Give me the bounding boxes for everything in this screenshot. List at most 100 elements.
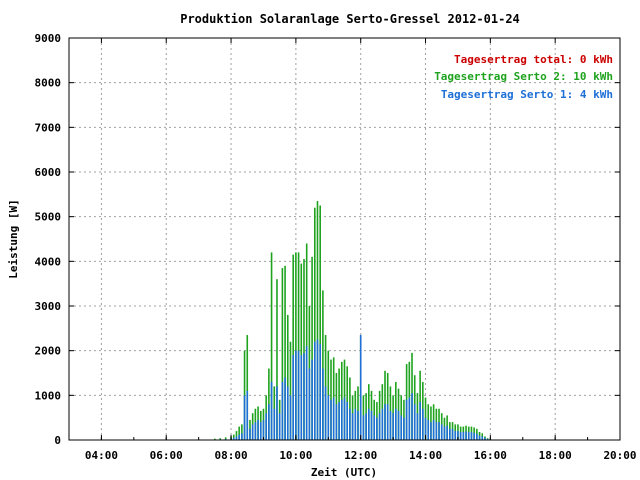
bar-serto-2 [311, 256, 313, 440]
bar-serto-2 [300, 263, 303, 440]
bar-serto-1 [451, 428, 454, 440]
bar-serto-1 [341, 399, 343, 440]
bar-serto-1 [332, 397, 335, 440]
legend-serto-1: Tagesertrag Serto 1: 4 kWh [441, 88, 613, 101]
bar-serto-2 [268, 368, 270, 440]
bar-serto-1 [251, 424, 254, 440]
bar-serto-1 [316, 339, 319, 440]
bar-serto-1 [241, 433, 243, 440]
bar-serto-1 [389, 410, 392, 440]
bar-serto-1 [308, 368, 311, 440]
bar-serto-1 [484, 437, 486, 440]
bar-serto-1 [438, 422, 440, 440]
bar-serto-1 [422, 408, 424, 440]
bar-serto-2 [295, 252, 297, 440]
bar-serto-1 [462, 431, 465, 440]
bar-serto-1 [257, 419, 259, 440]
bar-serto-1 [324, 386, 327, 440]
bar-serto-2 [316, 201, 319, 440]
y-tick-label: 8000 [35, 77, 62, 90]
bar-serto-1 [416, 413, 419, 440]
x-tick-label: 20:00 [603, 449, 636, 462]
bar-serto-1 [476, 433, 478, 440]
y-tick-label: 0 [54, 434, 61, 447]
bar-serto-1 [397, 410, 400, 440]
bar-serto-1 [343, 397, 346, 440]
bar-serto-2 [276, 279, 278, 440]
bar-serto-1 [403, 417, 405, 440]
bar-serto-1 [313, 341, 316, 440]
bar-serto-1 [235, 436, 238, 440]
y-tick-label: 1000 [35, 389, 62, 402]
bar-serto-2 [305, 243, 308, 440]
bar-serto-2 [292, 254, 294, 440]
bar-serto-1 [408, 397, 411, 440]
bar-serto-1 [405, 399, 408, 440]
bar-serto-1 [354, 408, 357, 440]
bar-serto-1 [392, 413, 394, 440]
bar-serto-1 [346, 402, 348, 440]
bar-serto-1 [446, 425, 448, 440]
bar-serto-2 [319, 205, 321, 440]
bar-serto-1 [259, 422, 262, 440]
bar-serto-1 [400, 415, 403, 440]
bar-serto-1 [232, 437, 235, 440]
bar-serto-2 [238, 426, 240, 440]
bar-serto-1 [357, 410, 359, 440]
x-axis-ticks: 04:00 06:00 08:00 10:00 12:00 14:00 16:00 18:00… [68, 38, 637, 462]
bar-serto-1 [292, 355, 294, 440]
bar-serto-1 [395, 408, 397, 440]
y-tick-label: 3000 [35, 300, 62, 313]
y-tick-label: 6000 [35, 166, 62, 179]
bar-serto-1 [243, 395, 246, 440]
bar-serto-1 [246, 390, 249, 440]
bar-serto-1 [319, 343, 321, 440]
bar-serto-1 [284, 377, 286, 440]
bar-serto-1 [262, 419, 265, 440]
bar-serto-1 [381, 408, 384, 440]
bar-serto-2 [219, 438, 222, 440]
x-tick-label: 10:00 [279, 449, 312, 462]
bar-serto-1 [427, 419, 430, 440]
bar-serto-1 [300, 355, 303, 440]
bar-serto-1 [335, 404, 338, 440]
bar-serto-1 [254, 422, 257, 440]
bar-serto-1 [281, 381, 284, 440]
x-tick-label: 18:00 [539, 449, 572, 462]
bar-serto-1 [440, 424, 443, 440]
y-tick-label: 5000 [35, 211, 62, 224]
bar-serto-1 [265, 413, 267, 440]
bar-serto-2 [214, 438, 216, 440]
bar-serto-1 [486, 438, 489, 440]
bar-serto-1 [238, 434, 240, 440]
bar-serto-1 [303, 352, 305, 440]
bar-serto-1 [351, 413, 354, 440]
bar-serto-2 [270, 252, 273, 440]
bar-serto-1 [465, 431, 467, 440]
y-axis-ticks: 0 1000 2000 3000 4000 5000 6000 7000 8000 9000 [35, 32, 620, 447]
bar-serto-1 [359, 335, 362, 440]
bar-serto-1 [424, 417, 427, 440]
bar-serto-2 [322, 290, 324, 440]
bar-serto-1 [295, 350, 297, 440]
bar-serto-1 [370, 410, 373, 440]
plot-frame [68, 37, 621, 441]
bar-serto-1 [365, 413, 367, 440]
bar-serto-1 [478, 435, 481, 440]
bar-serto-1 [386, 404, 389, 440]
bar-serto-1 [276, 386, 278, 440]
bar-serto-1 [373, 415, 376, 440]
bar-serto-1 [338, 402, 340, 440]
bar-serto-1 [467, 431, 470, 440]
bar-serto-1 [430, 422, 432, 440]
bar-serto-1 [449, 428, 451, 440]
legend: Tagesertrag total: 0 kWh Tagesertrag Ser… [434, 53, 613, 101]
bar-serto-2 [232, 434, 235, 440]
bar-serto-1 [470, 431, 473, 440]
bar-serto-1 [249, 428, 251, 440]
bar-serto-1 [362, 415, 365, 440]
bars [214, 201, 492, 440]
bar-serto-2 [235, 431, 238, 440]
bar-serto-1 [297, 350, 300, 440]
x-tick-label: 06:00 [150, 449, 183, 462]
